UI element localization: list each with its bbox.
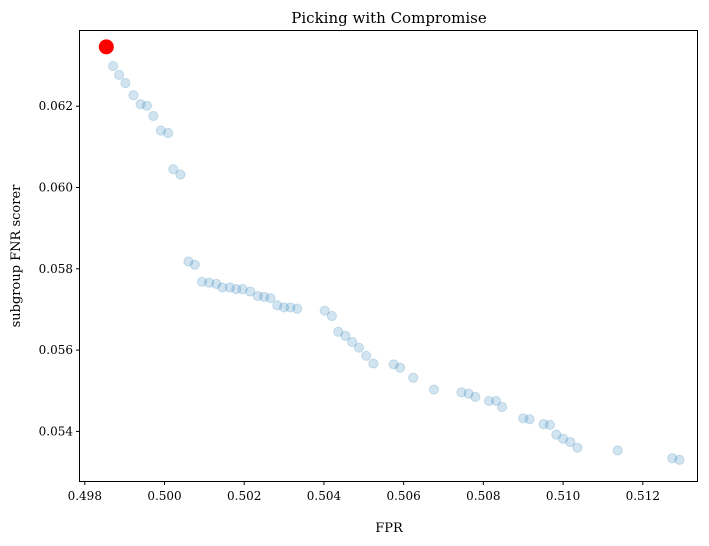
x-tick-label: 0.502 [227, 489, 261, 503]
scatter-point-25 [278, 302, 290, 313]
scatter-point-9 [168, 164, 179, 175]
scatter-point-23 [265, 292, 276, 304]
scatter-point-17 [224, 282, 235, 293]
points-layer [107, 60, 685, 465]
scatter-point-51 [557, 433, 569, 444]
scatter-point-2 [120, 77, 131, 89]
scatter-point-50 [551, 429, 562, 440]
highlighted-point [98, 39, 114, 55]
scatter-point-19 [237, 284, 248, 295]
scatter-point-34 [361, 350, 372, 361]
scatter-point-27 [292, 303, 303, 314]
scatter-point-54 [612, 445, 623, 456]
scatter-point-37 [394, 362, 406, 373]
y-axis: 0.054 0.056 0.058 0.060 0.062 [39, 99, 80, 438]
scatter-point-20 [245, 286, 256, 297]
scatter-point-49 [544, 419, 556, 430]
scatter-point-56 [674, 454, 685, 465]
scatter-point-8 [162, 127, 174, 139]
scatter-point-52 [565, 436, 576, 448]
scatter-point-18 [231, 284, 242, 295]
scatter-point-28 [319, 305, 330, 316]
scatter-point-4 [135, 99, 146, 110]
scatter-point-14 [204, 277, 215, 288]
x-axis-title: FPR [375, 521, 404, 536]
x-tick-label: 0.500 [147, 489, 181, 503]
scatter-point-3 [128, 90, 139, 101]
scatter-point-26 [285, 302, 296, 313]
scatter-point-5 [141, 100, 153, 111]
x-axis: 0.498 0.500 0.502 0.504 0.506 0.508 0.510 0.512 [68, 481, 660, 503]
scatter-point-21 [252, 290, 263, 302]
scatter-point-36 [388, 359, 399, 370]
chart-title: Picking with Compromise [291, 9, 487, 27]
x-tick-label: 0.498 [68, 489, 102, 503]
scatter-point-40 [456, 387, 467, 398]
scatter-point-1 [113, 69, 125, 81]
scatter-point-30 [333, 326, 344, 337]
scatter-point-43 [483, 395, 495, 407]
scatter-point-31 [340, 330, 351, 341]
scatter-point-15 [211, 278, 222, 289]
highlight-layer [98, 39, 114, 55]
scatter-point-29 [326, 310, 337, 322]
scatter-point-48 [538, 418, 549, 430]
scatter-point-6 [148, 110, 159, 122]
scatter-point-11 [183, 256, 194, 267]
scatter-point-53 [572, 442, 583, 453]
scatter-point-33 [353, 342, 365, 353]
scatter-point-24 [272, 300, 283, 311]
scatter-point-42 [470, 391, 481, 402]
y-tick-label: 0.054 [39, 424, 74, 438]
y-tick-label: 0.056 [39, 343, 73, 357]
scatter-point-44 [491, 395, 502, 407]
x-tick-label: 0.510 [546, 489, 580, 503]
x-tick-label: 0.508 [466, 489, 500, 503]
scatter-point-35 [368, 358, 379, 369]
scatter-point-12 [189, 259, 200, 270]
scatter-point-7 [155, 125, 167, 136]
scatter-point-32 [347, 336, 358, 348]
scatter-point-16 [217, 282, 228, 293]
scatter-point-0 [107, 60, 119, 72]
scatter-point-46 [518, 413, 529, 424]
scatter-point-13 [196, 276, 208, 287]
y-tick-label: 0.060 [39, 181, 73, 195]
y-tick-label: 0.062 [39, 99, 73, 113]
scatter-point-55 [667, 453, 678, 464]
y-tick-label: 0.058 [39, 262, 73, 276]
x-tick-label: 0.506 [386, 489, 420, 503]
x-tick-label: 0.504 [307, 489, 342, 503]
scatter-point-22 [259, 291, 270, 302]
y-axis-title: subgroup FNR scorer [9, 184, 24, 328]
scatter-point-10 [175, 169, 186, 180]
scatter-point-39 [428, 384, 440, 395]
scatter-point-47 [524, 414, 535, 425]
x-tick-label: 0.512 [626, 489, 660, 503]
scatter-point-38 [408, 372, 419, 383]
scatter-point-41 [463, 388, 474, 399]
scatter-point-45 [496, 401, 508, 413]
plot-area-frame [79, 30, 698, 482]
